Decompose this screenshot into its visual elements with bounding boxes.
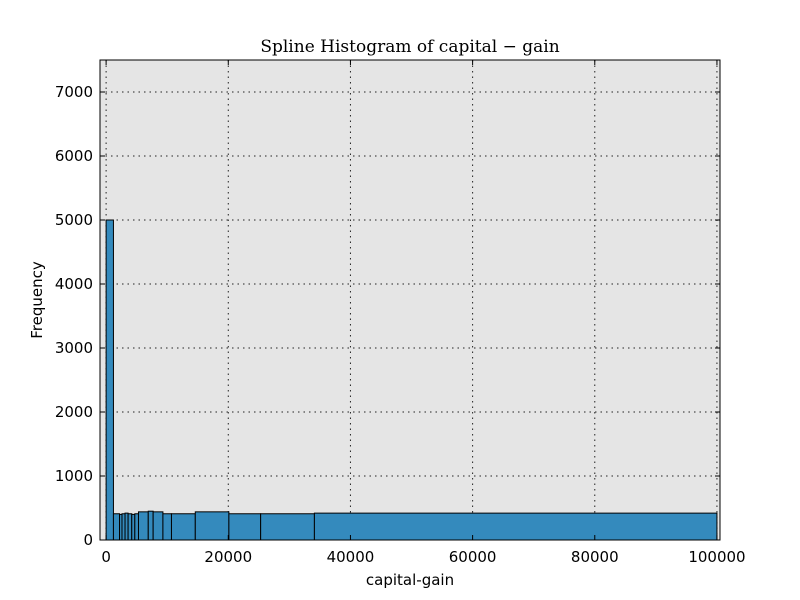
- x-tick-label-5: 100000: [688, 548, 745, 566]
- histogram-bar-13: [194, 511, 230, 541]
- histogram-bar-12: [170, 513, 196, 541]
- histogram-bar-8: [137, 511, 149, 541]
- histogram-bar-0: [105, 219, 114, 541]
- histogram-bar-16: [313, 512, 718, 541]
- x-tick-label-4: 80000: [571, 548, 619, 566]
- y-tick-label-3: 3000: [55, 339, 93, 357]
- x-axis-label: capital-gain: [366, 571, 454, 589]
- y-tick-label-7: 7000: [55, 83, 93, 101]
- histogram-bar-7: [134, 513, 139, 541]
- y-tick-label-2: 2000: [55, 403, 93, 421]
- x-tick-label-0: 0: [101, 548, 111, 566]
- plot-area: [100, 60, 720, 540]
- y-tick-label-1: 1000: [55, 467, 93, 485]
- y-axis-tick-labels: 0 1000 2000 3000 4000 5000 6000 7000: [55, 83, 93, 549]
- y-tick-label-6: 6000: [55, 147, 93, 165]
- y-tick-label-5: 5000: [55, 211, 93, 229]
- histogram-bar-5: [127, 513, 133, 541]
- histogram-bar-1: [112, 513, 121, 541]
- chart-title: Spline Histogram of capital − gain: [260, 37, 559, 57]
- x-axis-tick-labels: 0 20000 40000 60000 80000 100000: [101, 548, 745, 566]
- y-tick-label-4: 4000: [55, 275, 93, 293]
- histogram-bar-14: [228, 513, 262, 541]
- histogram-bar-10: [152, 511, 164, 541]
- x-tick-label-1: 20000: [204, 548, 252, 566]
- y-tick-label-0: 0: [83, 531, 93, 549]
- x-tick-label-3: 60000: [449, 548, 497, 566]
- y-axis-label: Frequency: [28, 261, 46, 339]
- plot-frame: [99, 59, 721, 541]
- histogram-bar-15: [260, 513, 315, 541]
- histogram-bar-11: [162, 513, 172, 541]
- x-tick-label-2: 40000: [327, 548, 375, 566]
- histogram-bar-9: [147, 510, 154, 541]
- axis-ticks: [100, 60, 720, 541]
